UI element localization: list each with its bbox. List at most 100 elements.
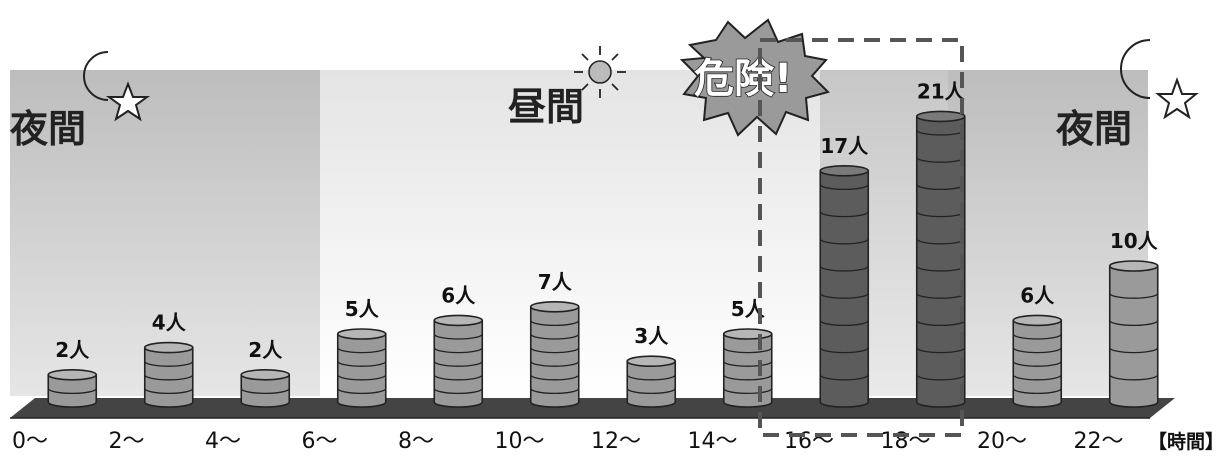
bar-ring bbox=[144, 388, 194, 395]
star-icon bbox=[105, 81, 151, 122]
bar-body bbox=[529, 306, 580, 408]
bar bbox=[336, 328, 387, 408]
bar-body bbox=[722, 333, 773, 408]
bar-body bbox=[336, 333, 387, 408]
bar-ring bbox=[433, 333, 483, 340]
bar-ring bbox=[530, 360, 580, 367]
bar-ring bbox=[530, 333, 580, 340]
bar-ring bbox=[1012, 333, 1062, 340]
star-icon-right bbox=[1155, 77, 1199, 120]
bar-body bbox=[915, 115, 966, 408]
bar-ring bbox=[723, 374, 773, 381]
bar bbox=[1108, 260, 1159, 408]
period-label-day: 昼間 bbox=[508, 85, 584, 129]
bar-ring bbox=[144, 360, 194, 367]
x-tick-label: 12～ bbox=[591, 429, 641, 454]
x-axis-unit-label: 【時間】 bbox=[1148, 430, 1224, 453]
bar-top bbox=[336, 328, 387, 340]
bar-ring bbox=[1109, 292, 1159, 299]
bar-ring bbox=[819, 211, 869, 218]
bar-top bbox=[529, 300, 580, 313]
danger-burst-icon bbox=[679, 18, 830, 137]
bar-ring bbox=[819, 374, 869, 381]
x-tick-label: 4～ bbox=[205, 429, 241, 454]
bar-body bbox=[626, 360, 677, 408]
bar bbox=[143, 341, 194, 408]
bar-top bbox=[240, 368, 291, 381]
bar-ring bbox=[1109, 374, 1159, 381]
moon-icon bbox=[83, 51, 109, 101]
bar-ring bbox=[819, 320, 869, 327]
bar-ring bbox=[1109, 347, 1159, 354]
bar bbox=[529, 300, 580, 408]
bar-body bbox=[1012, 319, 1063, 408]
danger-label: 危険! bbox=[694, 56, 792, 102]
bar bbox=[47, 368, 98, 408]
bar-ring bbox=[626, 388, 676, 395]
value-label: 6人 bbox=[1020, 283, 1055, 307]
x-tick-label: 14～ bbox=[688, 429, 738, 454]
x-tick-label: 20～ bbox=[977, 429, 1027, 454]
bar-top bbox=[47, 368, 98, 381]
highlight-box bbox=[758, 38, 964, 437]
bar-ring bbox=[1012, 347, 1062, 354]
bar-body bbox=[47, 374, 98, 408]
x-tick-label: 2～ bbox=[109, 429, 145, 454]
bar-ring bbox=[916, 374, 966, 381]
bar-top bbox=[915, 110, 966, 123]
night-band-left bbox=[10, 70, 320, 396]
bar-ring bbox=[819, 347, 869, 354]
bar-ring bbox=[723, 388, 773, 395]
bar-ring bbox=[723, 360, 773, 367]
bar-top bbox=[143, 341, 194, 354]
bar-ring bbox=[47, 388, 97, 395]
bar-ring bbox=[916, 320, 966, 327]
bar bbox=[433, 314, 484, 408]
bar-ring bbox=[819, 292, 869, 299]
bar-body bbox=[240, 374, 291, 408]
bar-ring bbox=[530, 347, 580, 354]
bar-ring bbox=[819, 238, 869, 245]
period-label-night-left: 夜間 bbox=[9, 107, 86, 151]
bar-top bbox=[819, 165, 870, 177]
bar-top bbox=[433, 314, 484, 327]
bar-ring bbox=[723, 347, 773, 354]
x-tick-label: 6～ bbox=[302, 429, 338, 454]
bar bbox=[240, 368, 291, 408]
bar-ring bbox=[530, 320, 580, 327]
value-label: 6人 bbox=[441, 283, 476, 307]
bar bbox=[915, 110, 966, 408]
period-label-night-right: 夜間 bbox=[1055, 107, 1132, 151]
bar-ring bbox=[433, 360, 483, 367]
bar-ring bbox=[433, 347, 483, 354]
sun-icon bbox=[574, 46, 626, 98]
value-label: 3人 bbox=[634, 324, 669, 348]
bar-ring bbox=[433, 374, 483, 381]
x-tick-label: 8～ bbox=[398, 429, 434, 454]
bar bbox=[626, 355, 677, 408]
x-tick-label: 16～ bbox=[784, 429, 834, 454]
bar bbox=[722, 328, 773, 408]
bar-ring bbox=[337, 388, 387, 395]
bar-ring bbox=[337, 347, 387, 354]
value-label: 17人 bbox=[820, 134, 869, 158]
bar-ring bbox=[1012, 388, 1062, 395]
bar-ring bbox=[916, 347, 966, 354]
bar-ring bbox=[337, 360, 387, 367]
value-label: 4人 bbox=[152, 311, 187, 335]
bar-ring bbox=[1012, 360, 1062, 367]
bar-ring bbox=[530, 388, 580, 395]
bar-ring bbox=[819, 265, 869, 272]
x-tick-label: 22～ bbox=[1074, 429, 1124, 454]
value-label: 5人 bbox=[345, 297, 380, 321]
value-label: 10人 bbox=[1110, 229, 1159, 253]
bar-top bbox=[626, 355, 677, 368]
x-tick-label: 0～ bbox=[12, 429, 48, 454]
bar-ring bbox=[819, 184, 869, 191]
bar-top bbox=[1108, 260, 1159, 272]
x-tick-label: 10～ bbox=[495, 429, 545, 454]
floor bbox=[10, 398, 1175, 418]
bar-top bbox=[722, 328, 773, 340]
bar-ring bbox=[626, 374, 676, 381]
